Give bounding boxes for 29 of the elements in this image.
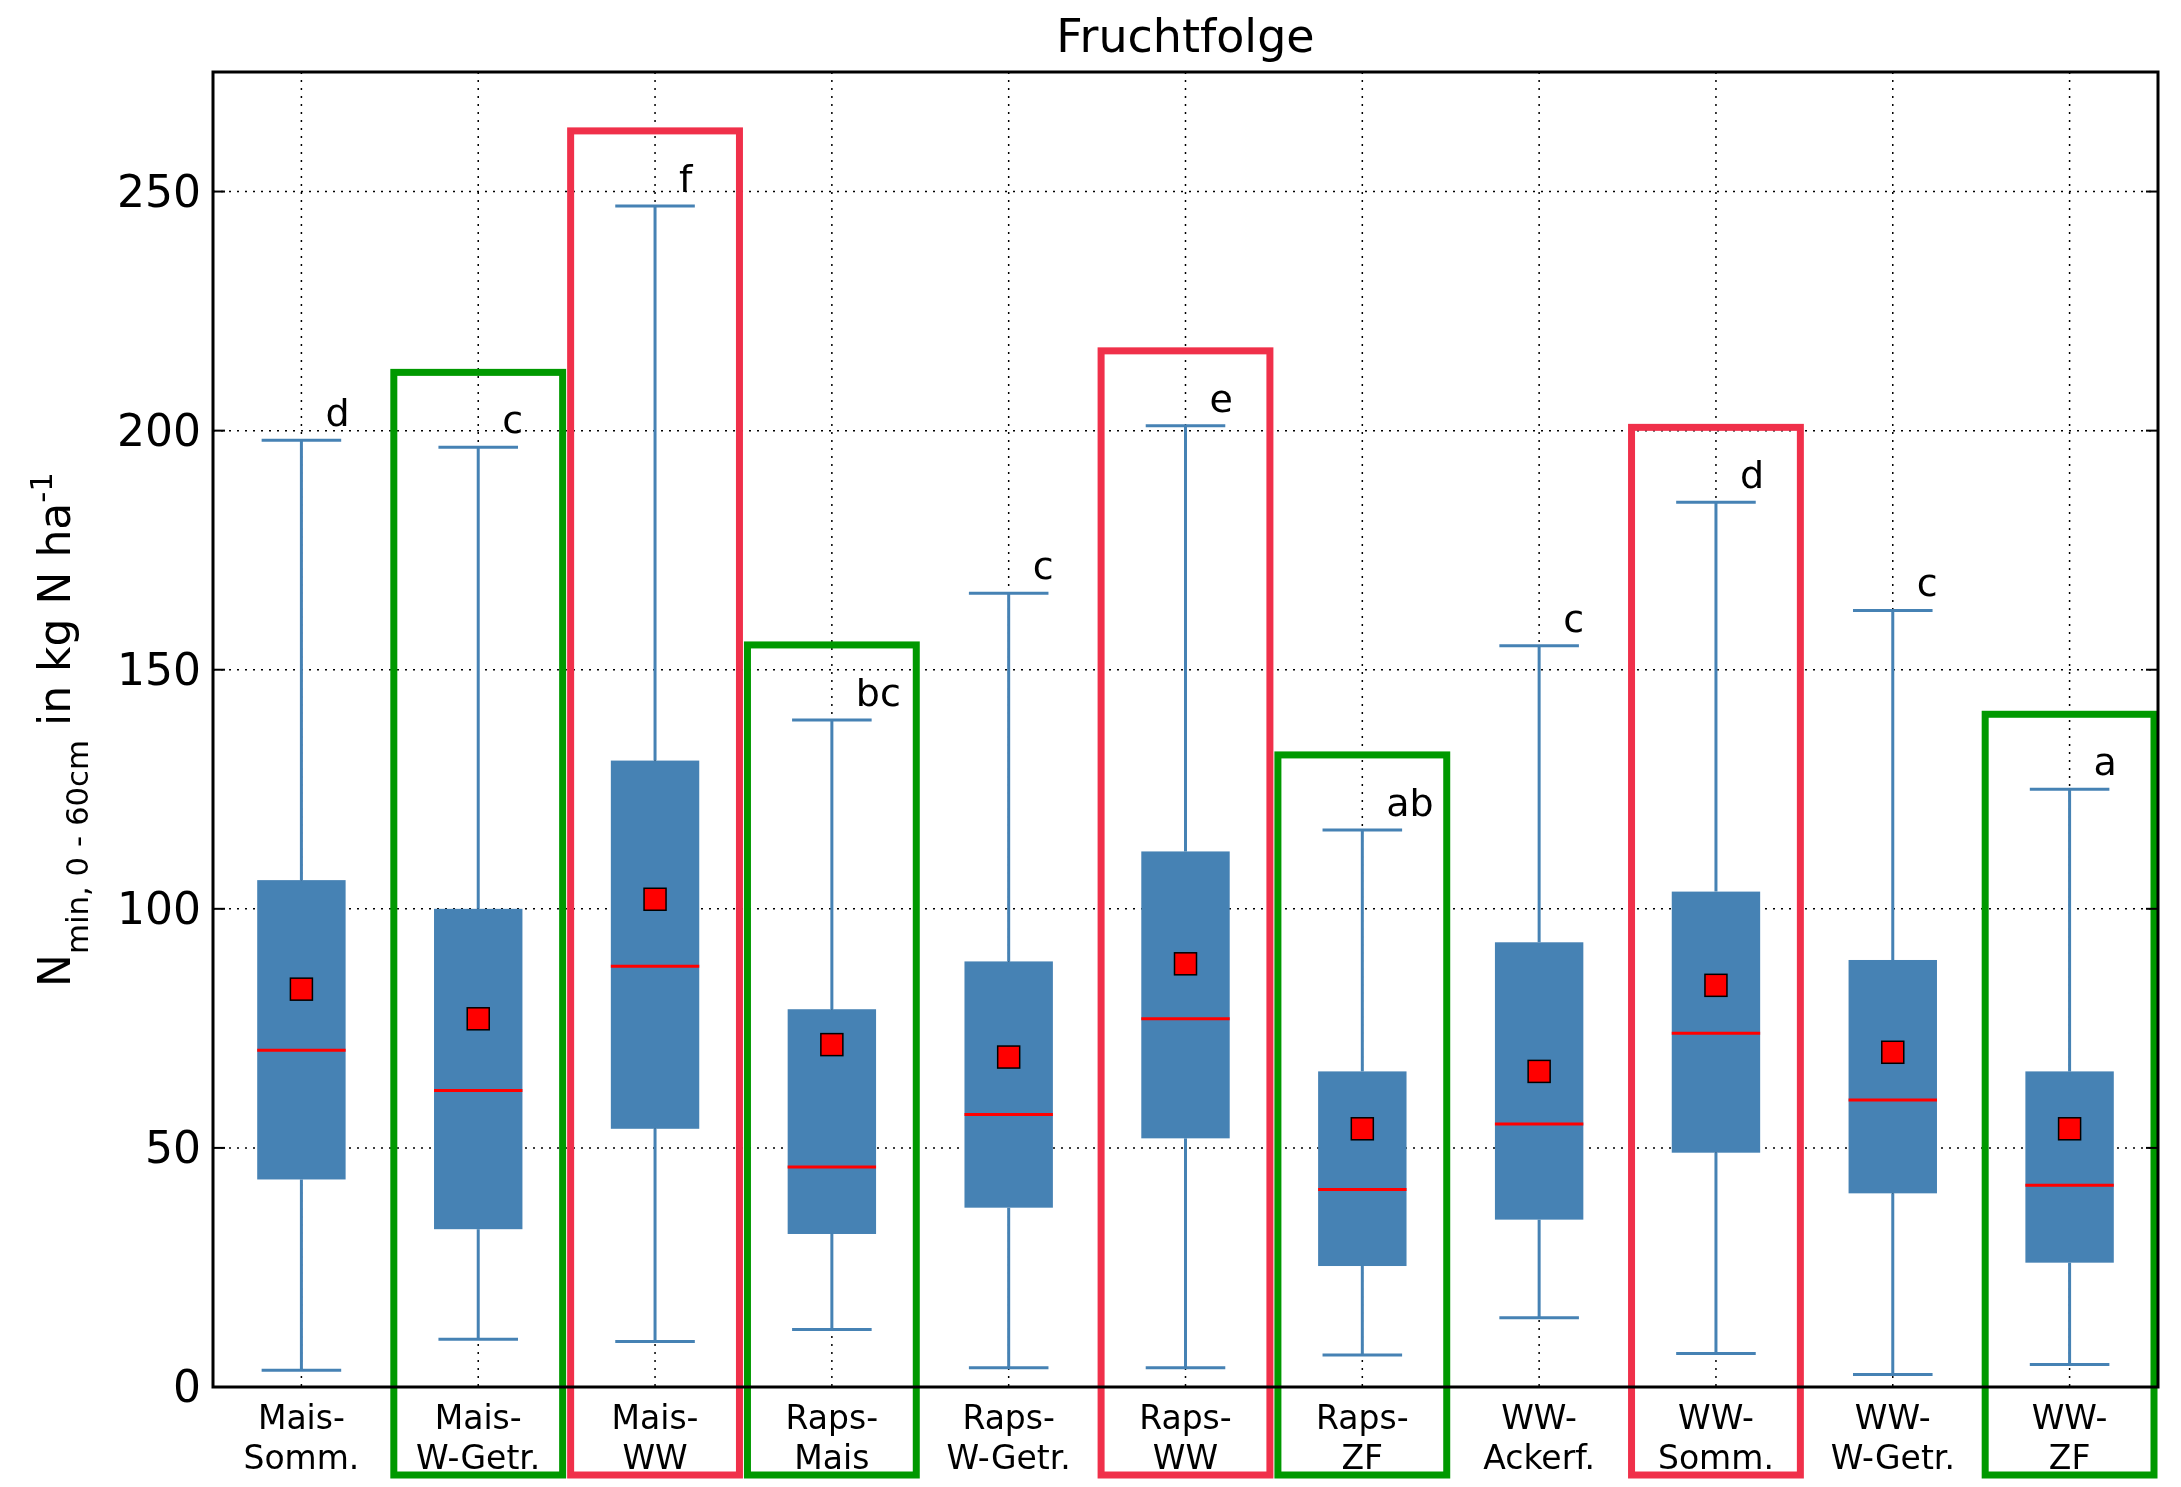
annotation: d xyxy=(1739,453,1765,498)
annotation: c xyxy=(1916,561,1938,606)
x-tick-label: Raps-W-Getr. xyxy=(946,1398,1071,1477)
x-tick-label: Mais-WW xyxy=(611,1398,699,1477)
annotation: c xyxy=(1032,544,1054,589)
annotation: d xyxy=(325,391,350,436)
annotation: c xyxy=(502,398,524,443)
x-tick-label: Raps-Mais xyxy=(785,1398,879,1477)
x-tick-label: WW-Somm. xyxy=(1657,1398,1774,1477)
annotation: a xyxy=(2093,740,2117,785)
x-tick-label: WW-W-Getr. xyxy=(1830,1398,1955,1477)
x-tick-label: WW-Ackerf. xyxy=(1483,1398,1595,1477)
x-tick-label: Mais-W-Getr. xyxy=(416,1398,541,1477)
x-tick-label: Raps-WW xyxy=(1139,1398,1232,1477)
annotation: ab xyxy=(1386,780,1434,825)
annotation: c xyxy=(1563,596,1585,641)
y-tick-label: 250 xyxy=(117,165,201,217)
y-tick-label: 150 xyxy=(117,644,201,696)
x-tick-label: Raps-ZF xyxy=(1316,1398,1409,1477)
y-tick-label: 50 xyxy=(145,1122,201,1174)
chart-title: Fruchtfolge xyxy=(1056,9,1315,63)
annotation: f xyxy=(679,156,695,201)
y-tick-label: 0 xyxy=(173,1361,201,1413)
x-tick-label: Mais-Somm. xyxy=(243,1398,360,1477)
y-tick-label: 100 xyxy=(117,883,201,935)
annotation: bc xyxy=(855,670,901,715)
annotation: e xyxy=(1209,376,1233,421)
y-tick-label: 200 xyxy=(117,405,201,457)
x-tick-label: WW-ZF xyxy=(2031,1398,2108,1477)
